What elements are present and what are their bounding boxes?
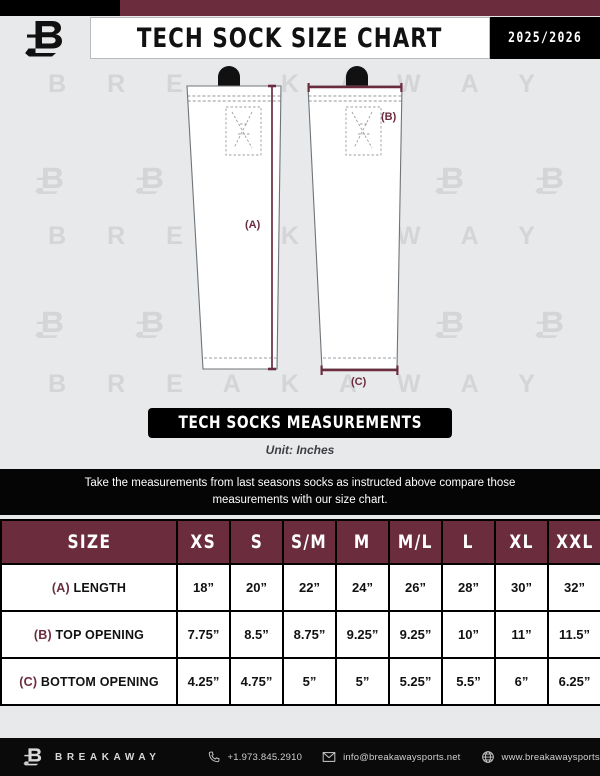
column-header: M (335, 519, 390, 565)
table-cell: 4.75” (229, 657, 284, 706)
sock-right (307, 66, 403, 375)
header-logo (0, 16, 90, 62)
table-cell: 9.25” (335, 610, 390, 659)
row-label: (B) TOP OPENING (0, 610, 178, 659)
column-header: XL (494, 519, 549, 565)
table-cell: 7.75” (176, 610, 231, 659)
column-header: XXL (547, 519, 600, 565)
footer-phone-text: +1.973.845.2910 (227, 751, 303, 763)
sock-diagram-area: B R E A K A W A Y B R E A K A W A Y B R … (0, 62, 600, 465)
table-cell: 20” (229, 563, 284, 612)
table-cell: 8.5” (229, 610, 284, 659)
table-cell: 8.75” (282, 610, 337, 659)
footer-brand-name: BREAKAWAY (55, 751, 161, 763)
column-header: SIZE (0, 519, 178, 565)
top-accent-bar (0, 0, 600, 16)
footer-website-text: www.breakawaysports.net (501, 751, 600, 763)
phone-icon (208, 751, 219, 763)
table-cell: 11” (494, 610, 549, 659)
table-cell: 10” (441, 610, 496, 659)
sock-left (186, 66, 282, 371)
table-row: (A) LENGTH 18” 20” 22” 24” 26” 28” 30” 3… (0, 563, 600, 612)
top-accent-maroon (120, 0, 600, 16)
table-cell: 5” (282, 657, 337, 706)
table-cell: 22” (282, 563, 337, 612)
instruction-band: Take the measurements from last seasons … (0, 469, 600, 515)
column-header: L (441, 519, 496, 565)
column-header: M/L (388, 519, 443, 565)
footer-logo: BREAKAWAY (22, 746, 161, 768)
row-label: (A) LENGTH (0, 563, 178, 612)
footer-contacts: +1.973.845.2910 info@breakawaysports.net… (207, 750, 600, 764)
measurements-banner-title: TECH SOCKS MEASUREMENTS (178, 413, 422, 433)
breakaway-b-logo-icon (25, 21, 62, 57)
column-header: S/M (282, 519, 337, 565)
row-label: (C) BOTTOM OPENING (0, 657, 178, 706)
table-cell: 6.25” (547, 657, 600, 706)
table-cell: 5” (335, 657, 390, 706)
measurements-banner: TECH SOCKS MEASUREMENTS (148, 408, 452, 438)
table-cell: 30” (494, 563, 549, 612)
page-title: TECH SOCK SIZE CHART (137, 22, 443, 54)
table-cell: 6” (494, 657, 549, 706)
table-cell: 26” (388, 563, 443, 612)
season-badge: 2025/2026 (490, 17, 600, 59)
table-cell: 9.25” (388, 610, 443, 659)
table-cell: 24” (335, 563, 390, 612)
table-header-row: SIZE XS S S/M M M/L L XL XXL (0, 519, 600, 565)
table-cell: 18” (176, 563, 231, 612)
envelope-icon (322, 752, 336, 762)
sock-illustrations (186, 66, 403, 375)
table-row: (C) BOTTOM OPENING 4.25” 4.75” 5” 5” 5.2… (0, 657, 600, 706)
footer-website[interactable]: www.breakawaysports.net (481, 750, 600, 764)
size-chart-table: SIZE XS S S/M M M/L L XL XXL (A) LENGTH … (0, 519, 600, 706)
size-chart-table-wrap: SIZE XS S S/M M M/L L XL XXL (A) LENGTH … (0, 519, 600, 706)
table-cell: 5.5” (441, 657, 496, 706)
footer-phone[interactable]: +1.973.845.2910 (207, 750, 303, 764)
column-header: S (229, 519, 284, 565)
top-accent-black (0, 0, 120, 16)
page-header: TECH SOCK SIZE CHART 2025/2026 (0, 16, 600, 62)
table-cell: 11.5” (547, 610, 600, 659)
table-cell: 28” (441, 563, 496, 612)
breakaway-b-logo-icon (23, 748, 42, 766)
top-opening-measure-label: (B) (381, 111, 397, 123)
column-header: XS (176, 519, 231, 565)
table-row: (B) TOP OPENING 7.75” 8.5” 8.75” 9.25” 9… (0, 610, 600, 659)
length-measure-label: (A) (245, 219, 261, 231)
globe-icon (481, 751, 494, 763)
season-label: 2025/2026 (507, 30, 583, 46)
page-footer: BREAKAWAY +1.973.845.2910 info@breakaway… (0, 738, 600, 776)
table-cell: 4.25” (176, 657, 231, 706)
footer-email[interactable]: info@breakawaysports.net (322, 751, 460, 763)
unit-label: Unit: Inches (265, 443, 335, 457)
table-cell: 32” (547, 563, 600, 612)
header-title-box: TECH SOCK SIZE CHART (90, 17, 490, 59)
table-cell: 5.25” (388, 657, 443, 706)
bottom-opening-measure-label: (C) (351, 376, 367, 388)
footer-email-text: info@breakawaysports.net (343, 751, 461, 763)
